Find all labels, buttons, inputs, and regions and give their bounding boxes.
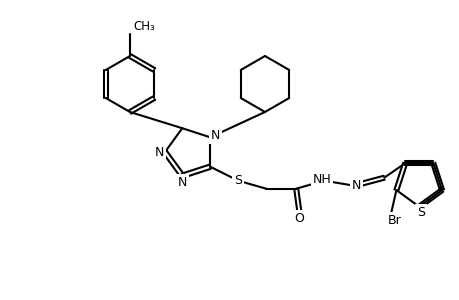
Text: N: N	[177, 176, 186, 189]
Text: N: N	[210, 129, 219, 142]
Text: Br: Br	[386, 214, 400, 226]
Text: S: S	[416, 206, 424, 219]
Text: NH: NH	[312, 173, 331, 186]
Text: O: O	[294, 212, 303, 225]
Text: S: S	[234, 174, 242, 187]
Text: N: N	[351, 179, 360, 192]
Text: CH₃: CH₃	[133, 20, 154, 32]
Text: N: N	[154, 146, 163, 158]
